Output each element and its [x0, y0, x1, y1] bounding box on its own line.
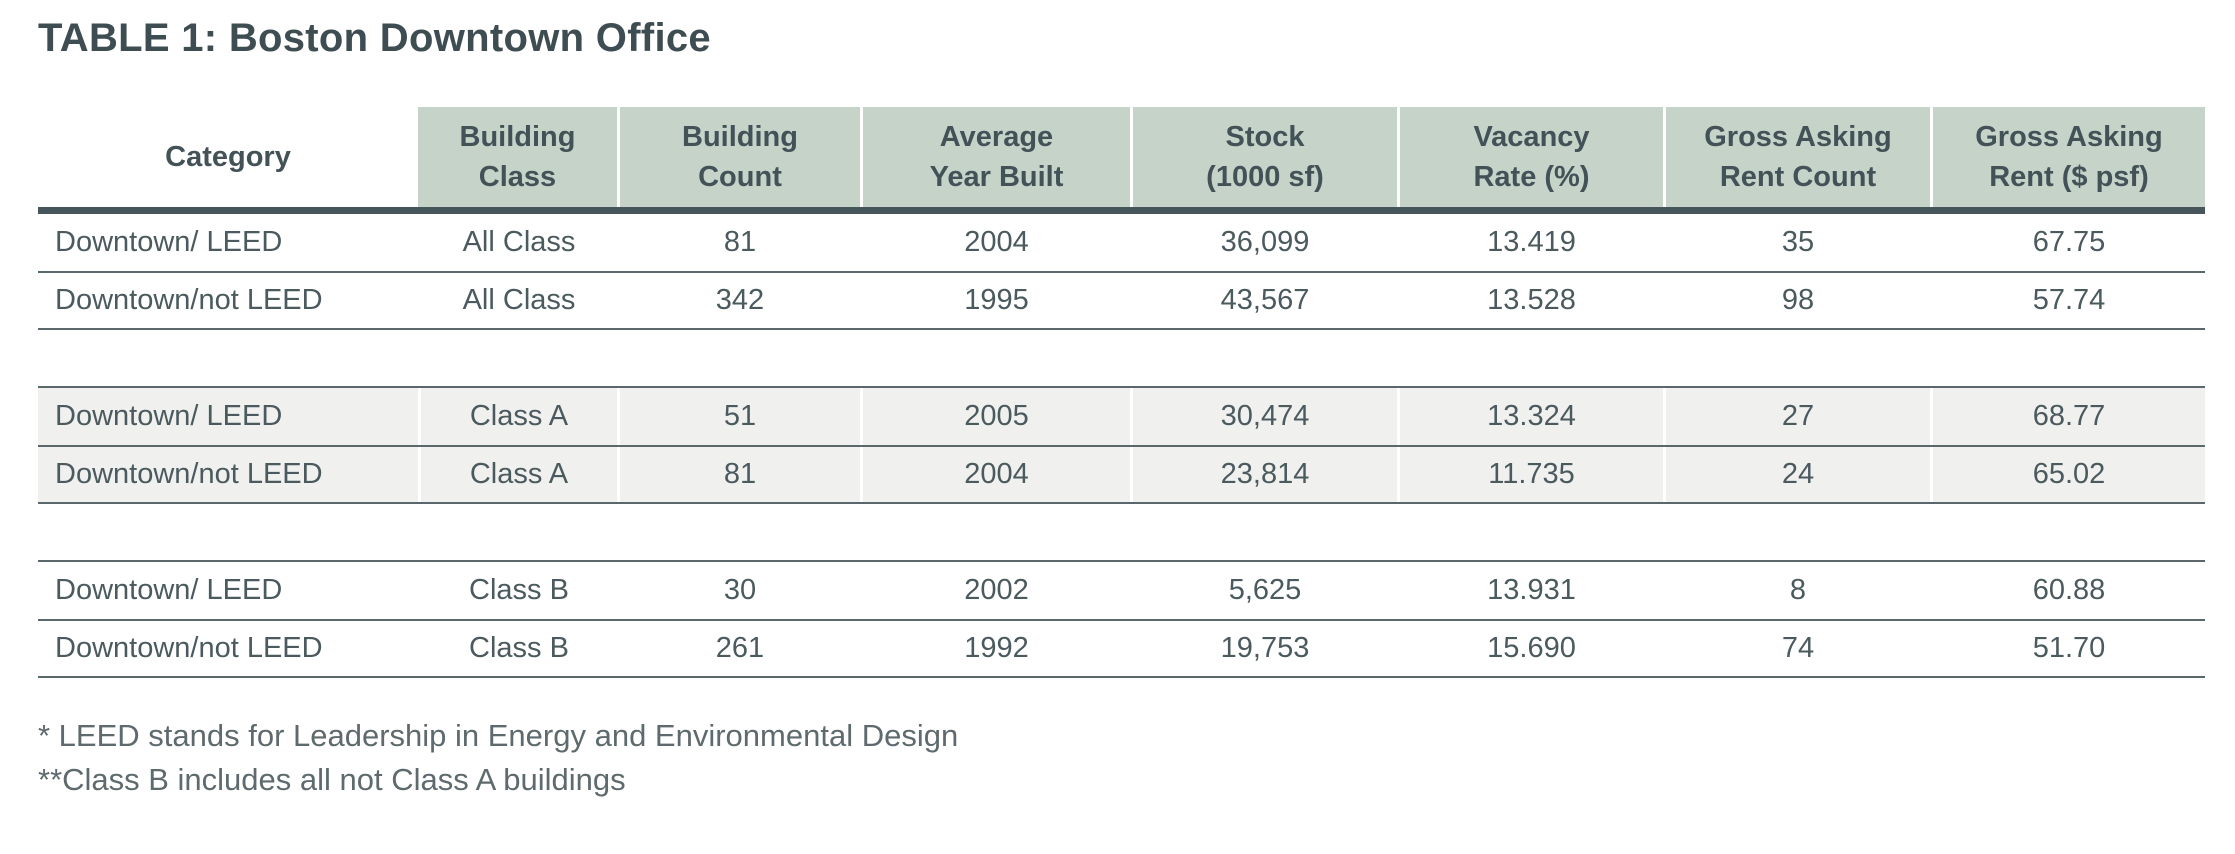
- column-header-gross-asking-rent-count: Gross Asking Rent Count: [1663, 107, 1930, 207]
- table-section-class-b: Downtown/ LEED Class B 30 2002 5,625 13.…: [38, 560, 2205, 678]
- cell-building-count: 261: [617, 621, 860, 676]
- cell-gross-asking-rent-count: 35: [1663, 214, 1930, 271]
- cell-category: Downtown/not LEED: [55, 632, 323, 664]
- column-header-building-class: Building Class: [418, 107, 617, 207]
- section-gap: [38, 330, 2205, 386]
- cell-gross-asking-rent-psf: 60.88: [1930, 562, 2205, 619]
- table-header-row: Category Building Class Building Count A…: [38, 107, 2205, 207]
- cell-average-year-built: 2002: [860, 562, 1130, 619]
- column-header-stock: Stock (1000 sf): [1130, 107, 1397, 207]
- column-header-category: Category: [165, 140, 291, 173]
- cell-building-class: All Class: [418, 214, 617, 271]
- cell-gross-asking-rent-psf: 51.70: [1930, 621, 2205, 676]
- cell-vacancy-rate: 11.735: [1397, 447, 1663, 502]
- cell-gross-asking-rent-psf: 67.75: [1930, 214, 2205, 271]
- column-header-vacancy-rate: Vacancy Rate (%): [1397, 107, 1663, 207]
- cell-stock: 19,753: [1130, 621, 1397, 676]
- cell-building-class: Class B: [418, 621, 617, 676]
- table-row: Downtown/ LEED All Class 81 2004 36,099 …: [38, 214, 2205, 271]
- cell-vacancy-rate: 13.419: [1397, 214, 1663, 271]
- cell-gross-asking-rent-psf: 57.74: [1930, 273, 2205, 328]
- footnote-class-b: **Class B includes all not Class A build…: [38, 762, 626, 798]
- footnotes: * LEED stands for Leadership in Energy a…: [38, 714, 2235, 802]
- table-row: Downtown/not LEED Class B 261 1992 19,75…: [38, 619, 2205, 676]
- footnote-leed: * LEED stands for Leadership in Energy a…: [38, 718, 959, 753]
- cell-vacancy-rate: 13.324: [1397, 388, 1663, 445]
- cell-vacancy-rate: 13.528: [1397, 273, 1663, 328]
- column-header-average-year-built: Average Year Built: [860, 107, 1130, 207]
- cell-building-count: 30: [617, 562, 860, 619]
- column-header-building-count: Building Count: [617, 107, 860, 207]
- cell-building-class: Class A: [418, 447, 617, 502]
- cell-gross-asking-rent-count: 98: [1663, 273, 1930, 328]
- cell-stock: 5,625: [1130, 562, 1397, 619]
- report-page: TABLE 1: Boston Downtown Office Category…: [0, 16, 2235, 854]
- cell-average-year-built: 1995: [860, 273, 1130, 328]
- cell-gross-asking-rent-count: 24: [1663, 447, 1930, 502]
- cell-average-year-built: 1992: [860, 621, 1130, 676]
- table-row: Downtown/not LEED Class A 81 2004 23,814…: [38, 445, 2205, 502]
- cell-average-year-built: 2004: [860, 214, 1130, 271]
- table-title: TABLE 1: Boston Downtown Office: [38, 16, 711, 60]
- table-row: Downtown/not LEED All Class 342 1995 43,…: [38, 271, 2205, 328]
- cell-average-year-built: 2005: [860, 388, 1130, 445]
- cell-building-count: 51: [617, 388, 860, 445]
- cell-stock: 30,474: [1130, 388, 1397, 445]
- cell-building-count: 342: [617, 273, 860, 328]
- cell-gross-asking-rent-count: 8: [1663, 562, 1930, 619]
- cell-category: Downtown/ LEED: [55, 400, 283, 432]
- cell-gross-asking-rent-count: 74: [1663, 621, 1930, 676]
- cell-building-count: 81: [617, 214, 860, 271]
- data-table: Category Building Class Building Count A…: [38, 107, 2205, 678]
- cell-category: Downtown/ LEED: [55, 574, 283, 606]
- table-section-all-class: Downtown/ LEED All Class 81 2004 36,099 …: [38, 214, 2205, 330]
- cell-category: Downtown/ LEED: [55, 226, 283, 258]
- cell-average-year-built: 2004: [860, 447, 1130, 502]
- table-row: Downtown/ LEED Class B 30 2002 5,625 13.…: [38, 562, 2205, 619]
- cell-stock: 43,567: [1130, 273, 1397, 328]
- header-divider-rule: [38, 207, 2205, 214]
- cell-gross-asking-rent-psf: 68.77: [1930, 388, 2205, 445]
- cell-category: Downtown/not LEED: [55, 458, 323, 490]
- cell-vacancy-rate: 15.690: [1397, 621, 1663, 676]
- cell-gross-asking-rent-count: 27: [1663, 388, 1930, 445]
- cell-stock: 23,814: [1130, 447, 1397, 502]
- cell-building-class: Class A: [418, 388, 617, 445]
- cell-stock: 36,099: [1130, 214, 1397, 271]
- table-section-class-a: Downtown/ LEED Class A 51 2005 30,474 13…: [38, 386, 2205, 504]
- table-row: Downtown/ LEED Class A 51 2005 30,474 13…: [38, 388, 2205, 445]
- cell-vacancy-rate: 13.931: [1397, 562, 1663, 619]
- cell-category: Downtown/not LEED: [55, 284, 323, 316]
- section-gap: [38, 504, 2205, 560]
- column-header-gross-asking-rent-psf: Gross Asking Rent ($ psf): [1930, 107, 2205, 207]
- cell-building-class: Class B: [418, 562, 617, 619]
- cell-building-class: All Class: [418, 273, 617, 328]
- cell-gross-asking-rent-psf: 65.02: [1930, 447, 2205, 502]
- cell-building-count: 81: [617, 447, 860, 502]
